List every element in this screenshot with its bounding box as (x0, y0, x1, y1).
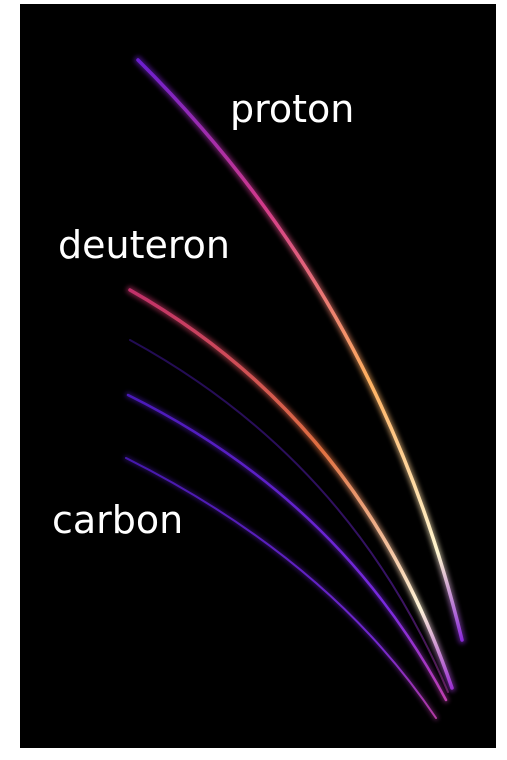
deuteron-label: deuteron (58, 223, 230, 267)
page: proton deuteron carbon (() => { const da… (0, 0, 507, 760)
thomson-parabola-image: proton deuteron carbon (0, 0, 507, 760)
proton-label: proton (230, 87, 354, 131)
carbon-label: carbon (52, 498, 183, 542)
